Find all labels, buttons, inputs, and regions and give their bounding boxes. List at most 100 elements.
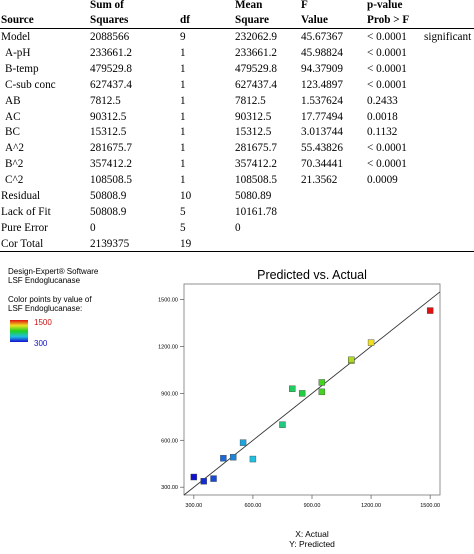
- x-tick-label: 300.00: [185, 503, 202, 509]
- y-tick-label: 900.00: [161, 391, 178, 397]
- row-11-df: 5: [180, 205, 186, 218]
- row-12-sum-of-squares: 0: [90, 221, 96, 234]
- row-1-p-value: < 0.0001: [367, 46, 407, 59]
- data-point: [200, 478, 207, 485]
- chart-svg: Predicted vs. Actual 300.00 600.00 900.00 1…: [158, 268, 441, 549]
- row-10-source: Residual: [1, 190, 41, 202]
- y-tick-label: 1500.00: [158, 298, 178, 304]
- row-13-source: Cor Total: [1, 237, 44, 250]
- data-point: [210, 475, 217, 482]
- header-sum-of-squares-line1: Sum of: [90, 0, 124, 11]
- x-tick-label: 600.00: [245, 503, 262, 509]
- row-0-df: 9: [180, 31, 186, 43]
- bottom-rule: [0, 251, 474, 252]
- row-7-df: 1: [180, 142, 186, 155]
- data-point: [190, 473, 198, 481]
- header-mean-square: Square: [235, 14, 269, 26]
- row-5-source: AC: [5, 110, 21, 123]
- row-12-df: 5: [180, 221, 186, 234]
- header-p-value: Prob > F: [367, 14, 410, 26]
- row-2-mean-square: 479529.8: [235, 62, 277, 75]
- row-4-f-value: 1.537624: [301, 94, 343, 107]
- row-10-df: 10: [180, 190, 192, 202]
- row-9-df: 1: [180, 174, 186, 187]
- y-tick-label: 300.00: [161, 485, 178, 491]
- row-2-f-value: 94.37909: [301, 62, 343, 75]
- x-axis-label: X: Actual: [295, 529, 329, 539]
- header-sum-of-squares: Squares: [90, 14, 129, 26]
- row-8-source: B^2: [5, 158, 24, 171]
- y-tick-label: 600.00: [161, 438, 178, 444]
- row-12-mean-square: 0: [235, 221, 241, 234]
- x-tick-label: 1500.00: [420, 503, 440, 509]
- header-rule: [0, 28, 474, 29]
- design-expert-legend: Design-Expert® Software LSF Endoglucanas…: [0, 262, 140, 362]
- header-p-value-line1: p-value: [367, 0, 403, 11]
- row-7-source: A^2: [5, 142, 24, 155]
- row-1-f-value: 45.98824: [301, 46, 343, 59]
- chart-title: Predicted vs. Actual: [257, 268, 367, 282]
- data-point: [220, 455, 227, 462]
- row-3-source: C-sub conc: [5, 78, 56, 91]
- response-label: LSF Endoglucanase: [8, 276, 81, 285]
- reference-line: [183, 291, 441, 496]
- row-6-f-value: 3.013744: [301, 126, 343, 139]
- row-0-sum-of-squares: 2088566: [90, 31, 130, 43]
- row-10-sum-of-squares: 50808.9: [90, 190, 127, 202]
- x-tick-label: 1200.00: [361, 503, 381, 509]
- color-max-label: 1500: [34, 318, 52, 327]
- software-label: Design-Expert® Software: [8, 267, 99, 276]
- row-6-source: BC: [5, 126, 20, 139]
- row-1-mean-square: 233661.2: [235, 46, 277, 59]
- data-point: [367, 339, 375, 346]
- row-5-sum-of-squares: 90312.5: [90, 110, 127, 123]
- y-axis-label: Y: Predicted: [289, 539, 335, 549]
- predicted-vs-actual-chart: Predicted vs. Actual 300.00 600.00 900.00 1…: [140, 262, 474, 549]
- data-point: [230, 453, 237, 461]
- row-9-source: C^2: [5, 174, 24, 187]
- row-7-p-value: < 0.0001: [367, 142, 407, 155]
- x-tick-label: 900.00: [304, 503, 321, 509]
- row-3-f-value: 123.4897: [301, 78, 343, 91]
- row-0-p-value: < 0.0001: [367, 31, 407, 43]
- row-13-sum-of-squares: 2139375: [90, 237, 130, 250]
- row-1-source: A-pH: [5, 46, 31, 59]
- plot-frame: [183, 283, 441, 496]
- row-6-sum-of-squares: 15312.5: [90, 126, 127, 139]
- row-7-mean-square: 281675.7: [235, 142, 277, 155]
- row-0-mean-square: 232062.9: [235, 31, 277, 43]
- data-point: [318, 388, 326, 396]
- row-1-sum-of-squares: 233661.2: [90, 46, 132, 59]
- row-4-sum-of-squares: 7812.5: [90, 94, 121, 107]
- data-point: [298, 390, 306, 397]
- data-point: [289, 385, 296, 392]
- anova-table: Source Sum of Squares df Mean Square F Value p-v…: [0, 0, 474, 252]
- row-3-p-value: < 0.0001: [367, 78, 407, 91]
- row-4-p-value: 0.2433: [367, 94, 398, 107]
- header-df: df: [180, 14, 190, 26]
- row-4-source: AB: [5, 94, 21, 107]
- row-9-mean-square: 108508.5: [235, 174, 277, 187]
- row-3-sum-of-squares: 627437.4: [90, 78, 132, 91]
- row-6-df: 1: [180, 126, 186, 139]
- color-min-label: 300: [34, 339, 48, 348]
- row-5-mean-square: 90312.5: [235, 110, 272, 123]
- row-8-p-value: < 0.0001: [367, 158, 407, 171]
- row-7-sum-of-squares: 281675.7: [90, 142, 132, 155]
- row-10-mean-square: 5080.89: [235, 190, 272, 202]
- color-gradient-bar: [10, 320, 28, 342]
- data-point: [426, 307, 434, 314]
- row-8-f-value: 70.34441: [301, 158, 343, 171]
- row-6-mean-square: 15312.5: [235, 126, 272, 139]
- row-8-df: 1: [180, 158, 186, 171]
- row-0-source: Model: [1, 31, 31, 43]
- data-point: [279, 421, 286, 428]
- data-point: [318, 379, 326, 386]
- y-tick-label: 1200.00: [158, 345, 178, 351]
- row-4-mean-square: 7812.5: [235, 94, 266, 107]
- data-point: [348, 356, 355, 364]
- color-note-line1: Color points by value of: [8, 295, 92, 304]
- color-note-line2: LSF Endoglucanase:: [8, 304, 83, 313]
- row-0-f-value: 45.67367: [301, 31, 343, 43]
- row-1-df: 1: [180, 46, 186, 59]
